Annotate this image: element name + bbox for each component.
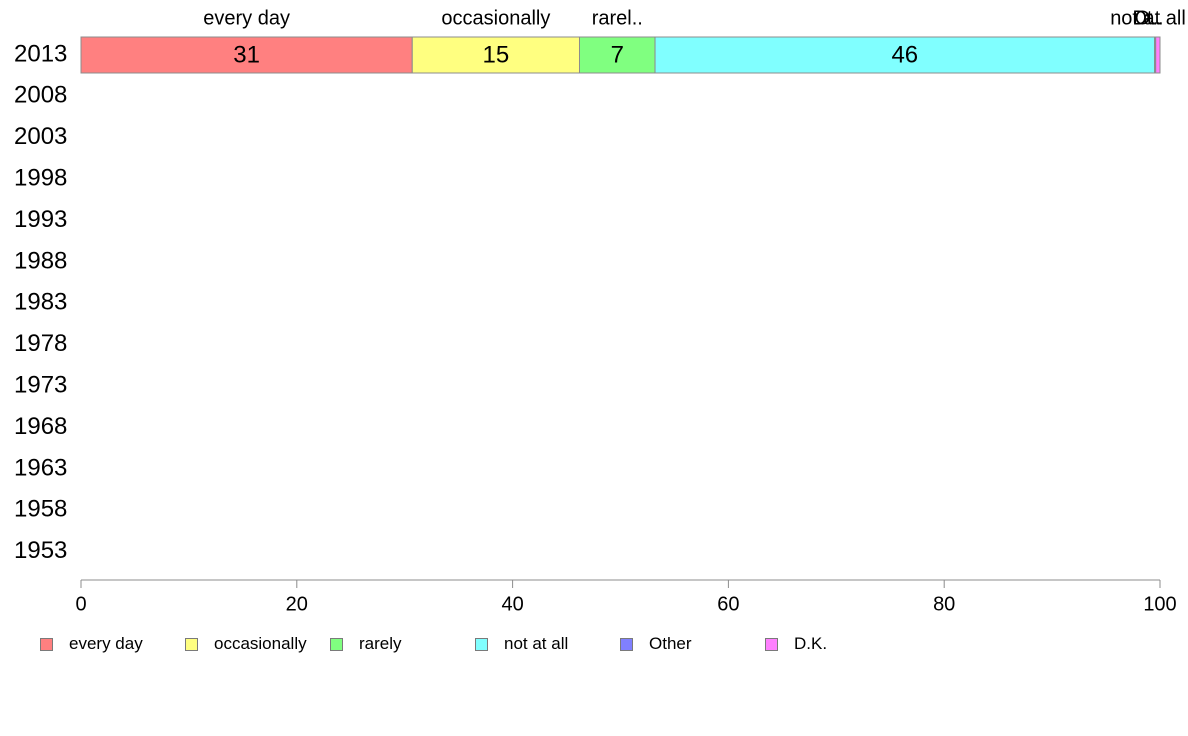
y-tick-label: 1998 <box>14 165 67 192</box>
bar-segment <box>578 36 656 74</box>
legend-swatch <box>620 637 633 651</box>
legend-item: every day <box>40 634 143 654</box>
segment-top-label: every day <box>203 7 290 29</box>
x-tick-label: 100 <box>1143 593 1176 615</box>
x-axis: 0 20 40 60 80 100 <box>75 579 1177 615</box>
y-tick-label: 1993 <box>14 206 67 233</box>
legend-swatch <box>330 637 343 651</box>
y-tick-label: 1953 <box>14 537 67 564</box>
bar-segment <box>654 36 1156 74</box>
legend-item: rarely <box>330 634 402 654</box>
legend: every day occasionally rarely not at all Oth… <box>40 634 1140 654</box>
bar-value-label: 15 <box>483 41 510 68</box>
y-tick-label: 1973 <box>14 372 67 399</box>
legend-item: not at all <box>475 634 568 654</box>
bars-layer <box>80 36 1161 74</box>
legend-label: not at all <box>504 634 569 653</box>
legend-label: occasionally <box>214 634 307 653</box>
y-tick-label: 1978 <box>14 330 67 357</box>
y-tick-label: 1958 <box>14 496 67 523</box>
legend-label: every day <box>69 634 143 653</box>
y-tick-label: 1983 <box>14 289 67 316</box>
segment-top-label: rarel.. <box>592 7 643 29</box>
x-tick-label: 20 <box>286 593 308 615</box>
legend-label: Other <box>649 634 692 653</box>
legend-item: D.K. <box>765 634 827 654</box>
y-tick-label: 2008 <box>14 82 67 109</box>
x-tick-label: 40 <box>501 593 523 615</box>
legend-label: rarely <box>359 634 402 653</box>
legend-swatch <box>475 637 488 651</box>
bar-value-label: 31 <box>233 41 260 68</box>
bar-labels-layer: 31 15 7 46 <box>233 41 918 68</box>
bar-segment <box>411 36 580 74</box>
segment-top-label: Dt.. <box>1132 7 1163 29</box>
legend-swatch <box>185 637 198 651</box>
x-tick-label: 80 <box>933 593 955 615</box>
segment-top-label: not at all <box>1110 7 1186 29</box>
x-tick-label: 60 <box>717 593 739 615</box>
segment-top-label: occasionally <box>441 7 550 29</box>
bar-value-label: 46 <box>891 41 918 68</box>
legend-swatch <box>40 637 53 651</box>
legend-swatch <box>765 637 778 651</box>
bar-value-label: 7 <box>611 41 624 68</box>
y-tick-label: 1963 <box>14 454 67 481</box>
legend-item: occasionally <box>185 634 307 654</box>
y-tick-label: 1968 <box>14 413 67 440</box>
x-tick-label: 0 <box>75 593 86 615</box>
top-labels-layer: every day occasionally rarel.. not at allO.… <box>203 7 1186 29</box>
segment-top-label: O.. <box>1135 7 1162 29</box>
legend-item: Other <box>620 634 692 654</box>
bar-segment <box>1155 36 1161 74</box>
y-tick-label: 2003 <box>14 123 67 150</box>
y-tick-labels: 2013 2008 2003 1998 1993 1988 1983 1978 1973 1968… <box>14 40 67 564</box>
bar-segment <box>80 36 413 74</box>
y-tick-label: 2013 <box>14 40 67 67</box>
legend-label: D.K. <box>794 634 828 653</box>
y-tick-label: 1988 <box>14 247 67 274</box>
